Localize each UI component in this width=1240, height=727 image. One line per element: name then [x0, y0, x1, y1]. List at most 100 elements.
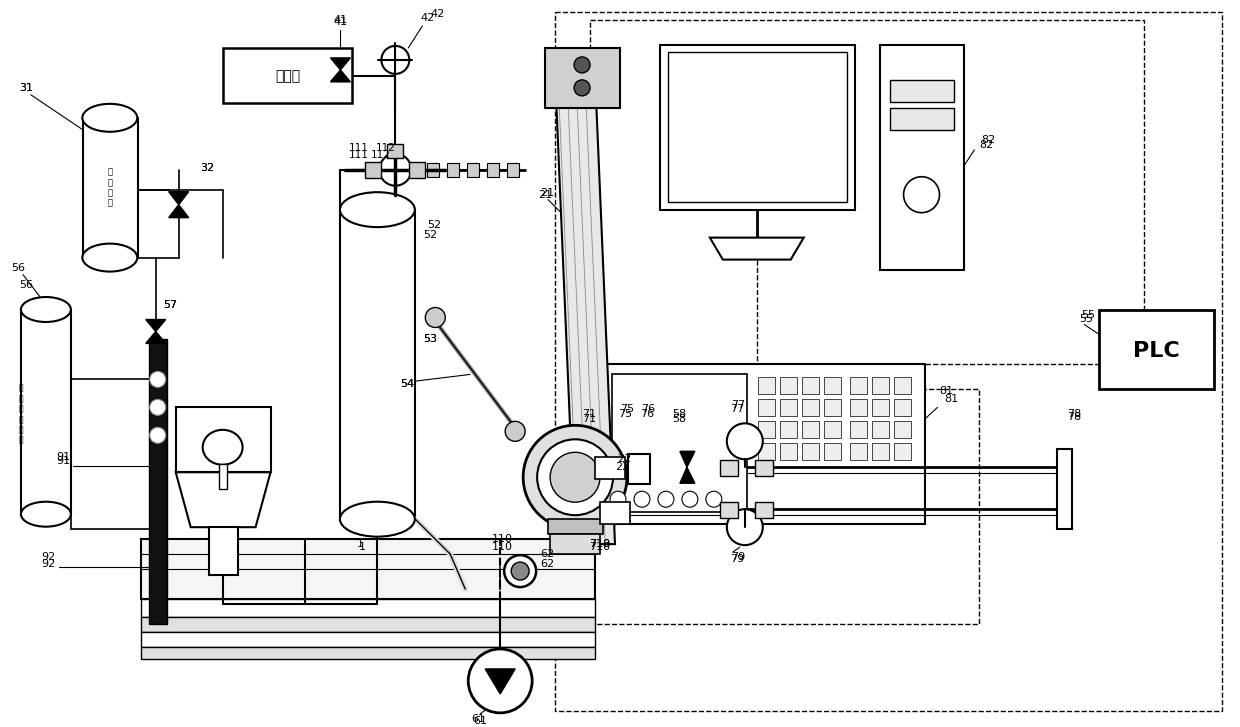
- Bar: [872, 443, 889, 460]
- Text: 32: 32: [201, 163, 215, 173]
- Bar: [894, 377, 910, 394]
- Bar: [894, 443, 910, 460]
- Circle shape: [425, 308, 445, 327]
- Bar: [660, 45, 854, 209]
- Circle shape: [150, 371, 166, 387]
- Text: 71: 71: [582, 409, 596, 419]
- Bar: [141, 539, 595, 599]
- Bar: [590, 390, 980, 624]
- Text: 53: 53: [423, 334, 438, 345]
- Text: 91: 91: [56, 457, 69, 466]
- Text: 77: 77: [730, 401, 745, 410]
- Bar: [218, 465, 227, 489]
- Text: 42: 42: [430, 9, 445, 19]
- Text: 82: 82: [981, 134, 996, 145]
- Bar: [590, 20, 1145, 364]
- Text: 56: 56: [11, 262, 25, 273]
- Text: 55: 55: [1081, 310, 1095, 319]
- Text: 31: 31: [19, 83, 33, 93]
- Text: 75: 75: [618, 409, 632, 419]
- Text: 52: 52: [423, 230, 438, 240]
- Bar: [780, 422, 797, 438]
- Bar: [467, 163, 479, 177]
- Text: 81: 81: [940, 386, 954, 396]
- Ellipse shape: [340, 502, 415, 537]
- Text: 21: 21: [538, 190, 552, 200]
- Bar: [141, 632, 595, 647]
- Bar: [823, 443, 841, 460]
- Bar: [600, 502, 630, 524]
- Text: 寨
利
储
罐: 寨 利 储 罐: [108, 168, 113, 208]
- Bar: [894, 399, 910, 417]
- Text: 注射泵: 注射泵: [275, 69, 300, 83]
- Bar: [758, 422, 775, 438]
- Bar: [613, 374, 746, 513]
- Bar: [341, 209, 415, 519]
- Circle shape: [610, 491, 626, 507]
- Text: 112: 112: [376, 142, 396, 153]
- Text: 78: 78: [1068, 409, 1081, 419]
- Bar: [755, 460, 773, 476]
- Circle shape: [551, 452, 600, 502]
- Bar: [141, 617, 595, 632]
- Text: 22: 22: [618, 454, 631, 465]
- Bar: [507, 163, 520, 177]
- Bar: [755, 502, 773, 518]
- Bar: [849, 443, 867, 460]
- Ellipse shape: [202, 430, 243, 465]
- Polygon shape: [330, 58, 351, 70]
- Text: 710: 710: [589, 542, 610, 552]
- Circle shape: [706, 491, 722, 507]
- Text: 冷
却
介
质
储
罐: 冷 却 介 质 储 罐: [19, 384, 24, 445]
- Text: 1: 1: [358, 542, 366, 552]
- Text: 112: 112: [371, 150, 391, 160]
- Text: 710: 710: [589, 539, 610, 549]
- Bar: [720, 460, 738, 476]
- Circle shape: [505, 422, 526, 441]
- Circle shape: [523, 425, 627, 529]
- Text: 57: 57: [162, 300, 177, 310]
- Text: 58: 58: [672, 409, 686, 419]
- Text: 55: 55: [1079, 315, 1094, 324]
- Ellipse shape: [82, 244, 138, 272]
- Circle shape: [658, 491, 673, 507]
- Text: 79: 79: [730, 554, 744, 564]
- Bar: [802, 399, 818, 417]
- Bar: [83, 118, 138, 257]
- Text: 111: 111: [348, 150, 368, 160]
- Bar: [448, 163, 459, 177]
- Text: 31: 31: [19, 83, 33, 93]
- Polygon shape: [330, 70, 351, 82]
- Text: 110: 110: [492, 534, 513, 544]
- Circle shape: [904, 177, 940, 213]
- Text: 82: 82: [980, 140, 993, 150]
- Text: PLC: PLC: [1133, 342, 1179, 361]
- Text: 32: 32: [201, 163, 215, 173]
- Bar: [546, 48, 620, 108]
- Text: 41: 41: [334, 15, 347, 25]
- Bar: [627, 454, 650, 484]
- Text: 61: 61: [471, 714, 485, 724]
- Text: 62: 62: [541, 549, 554, 559]
- Text: 110: 110: [492, 542, 513, 552]
- Bar: [780, 399, 797, 417]
- Text: 56: 56: [19, 280, 33, 289]
- Text: 21: 21: [541, 188, 554, 198]
- Circle shape: [379, 153, 412, 185]
- Bar: [849, 422, 867, 438]
- Bar: [889, 80, 955, 102]
- Bar: [668, 52, 847, 201]
- Text: 58: 58: [672, 414, 686, 425]
- Circle shape: [469, 649, 532, 713]
- Polygon shape: [709, 238, 804, 260]
- Polygon shape: [680, 451, 694, 467]
- Bar: [823, 422, 841, 438]
- Text: 61: 61: [474, 716, 487, 726]
- Bar: [889, 108, 955, 130]
- Text: 53: 53: [423, 334, 438, 345]
- Bar: [556, 12, 1223, 711]
- Bar: [720, 502, 738, 518]
- Polygon shape: [176, 473, 270, 527]
- Bar: [595, 457, 625, 479]
- Bar: [780, 443, 797, 460]
